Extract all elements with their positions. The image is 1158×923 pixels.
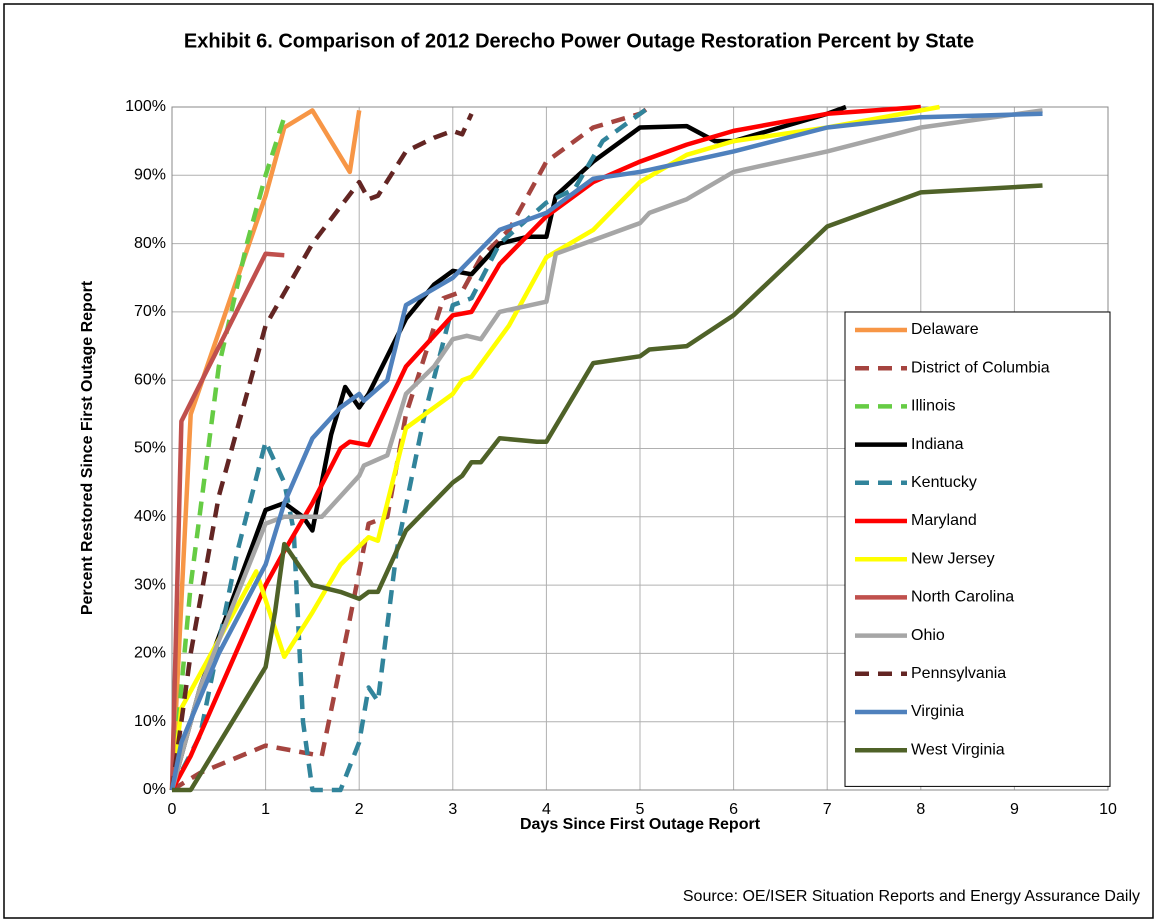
y-tick-label: 80%	[134, 235, 166, 252]
x-tick-label: 0	[168, 801, 177, 818]
legend-label: Indiana	[911, 436, 964, 453]
source-note: Source: OE/ISER Situation Reports and En…	[683, 888, 1140, 905]
x-tick-label: 6	[729, 801, 738, 818]
x-tick-label: 4	[542, 801, 551, 818]
chart-title: Exhibit 6. Comparison of 2012 Derecho Po…	[184, 30, 974, 52]
x-tick-label: 3	[448, 801, 457, 818]
x-axis-label: Days Since First Outage Report	[520, 816, 761, 833]
series-line	[172, 183, 1043, 793]
legend-label: North Carolina	[911, 589, 1014, 606]
x-tick-label: 10	[1099, 801, 1117, 818]
y-tick-label: 0%	[143, 781, 166, 798]
series-line	[169, 108, 362, 791]
series-line	[169, 251, 285, 791]
series-line	[169, 116, 287, 791]
legend-label: Virginia	[911, 703, 964, 720]
x-tick-label: 1	[261, 801, 270, 818]
y-tick-label: 20%	[134, 645, 166, 662]
y-tick-label: 70%	[134, 303, 166, 320]
y-tick-label: 50%	[134, 440, 166, 457]
x-tick-label: 7	[823, 801, 832, 818]
series-line	[169, 104, 940, 791]
legend-label: Illinois	[911, 398, 955, 415]
x-tick-label: 5	[636, 801, 645, 818]
y-tick-label: 10%	[134, 713, 166, 730]
series-line	[170, 105, 651, 792]
legend-label: Maryland	[911, 512, 977, 529]
series-line	[169, 108, 1043, 791]
legend-label: Ohio	[911, 627, 945, 644]
series-line	[169, 111, 1043, 791]
y-axis-label: Percent Restored Since First Outage Repo…	[79, 280, 96, 615]
y-tick-label: 90%	[134, 167, 166, 184]
x-tick-label: 8	[916, 801, 925, 818]
legend-label: New Jersey	[911, 550, 995, 567]
legend-label: Pennsylvania	[911, 665, 1006, 682]
legend-label: Kentucky	[911, 474, 977, 491]
y-tick-label: 60%	[134, 371, 166, 388]
series-line	[169, 105, 651, 793]
y-tick-label: 30%	[134, 576, 166, 593]
y-tick-label: 40%	[134, 508, 166, 525]
legend-label: District of Columbia	[911, 359, 1050, 376]
x-tick-label: 2	[355, 801, 364, 818]
legend-box	[844, 311, 1111, 787]
series-line	[169, 112, 474, 791]
x-tick-label: 9	[1010, 801, 1019, 818]
legend-label: West Virginia	[911, 741, 1005, 758]
y-tick-label: 100%	[125, 98, 166, 115]
legend-label: Delaware	[911, 321, 979, 338]
